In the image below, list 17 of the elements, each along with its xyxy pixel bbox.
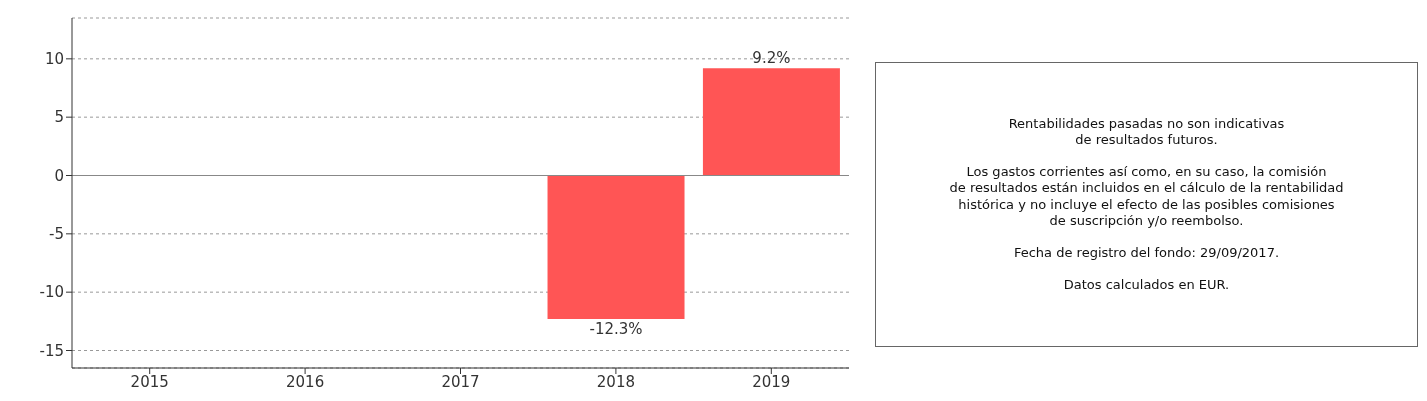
x-tick-label: 2017 [441,372,480,391]
text: Rentabilidades pasadas no son indicativas de resultados futuros. [1007,115,1286,148]
y-tick-label: -10 [39,283,64,302]
x-tick-label: 2016 [286,372,325,391]
text: Datos calculados en EUR. [1062,277,1231,294]
x-tick-label: 2018 [596,372,635,391]
y-tick-label: -5 [49,225,64,244]
data-label: -12.3% [589,320,643,338]
text: Los gastos corrientes así como, en su caso, la comisión de resultados están incluidos en el cálculo de la rentabilidad histórica y no incluye el efecto de las posibles comisiones de suscripción y/o reembolso. [948,164,1345,229]
x-tick-label: 2015 [130,372,169,391]
y-tick-label: 10 [44,50,64,69]
data-label: 9.2% [752,49,791,68]
y-tick-label: 5 [54,108,64,127]
y-tick-label: -15 [39,341,64,360]
y-tick-label: 0 [54,166,64,185]
x-tick-label: 2019 [752,372,791,391]
text: Fecha de registro del fondo: 29/09/2017. [1012,245,1281,262]
